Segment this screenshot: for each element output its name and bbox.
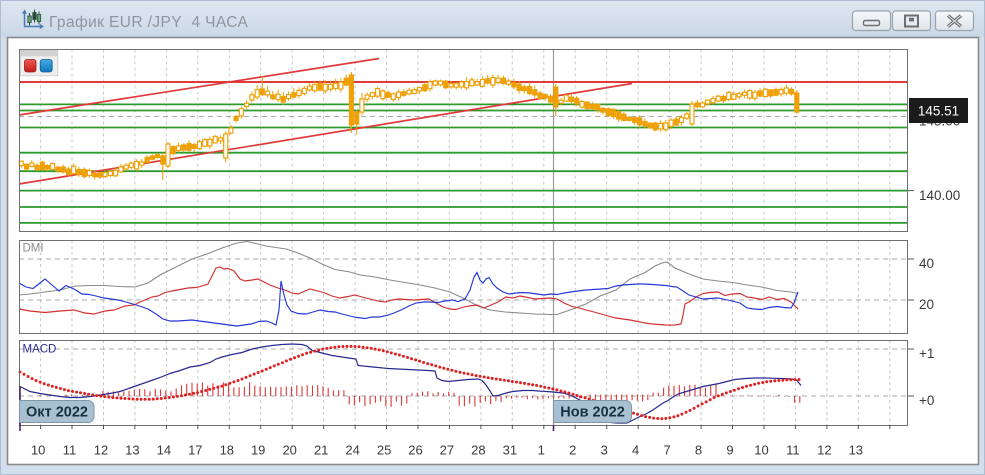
svg-text:20: 20 <box>282 443 296 458</box>
svg-text:MACD: MACD <box>23 344 57 356</box>
svg-text:9: 9 <box>726 443 733 458</box>
svg-text:График EUR /JPY 4 ЧАСА: График EUR /JPY 4 ЧАСА <box>49 14 249 31</box>
svg-text:10: 10 <box>31 443 45 458</box>
svg-text:18: 18 <box>220 443 234 458</box>
svg-text:20: 20 <box>919 297 934 312</box>
svg-text:8: 8 <box>695 443 702 458</box>
svg-text:19: 19 <box>251 443 265 458</box>
svg-text:+0: +0 <box>919 393 934 408</box>
svg-text:145.51: 145.51 <box>918 104 959 119</box>
svg-text:10: 10 <box>754 443 768 458</box>
svg-text:40: 40 <box>919 256 934 271</box>
svg-text:26: 26 <box>408 443 422 458</box>
svg-text:13: 13 <box>125 443 139 458</box>
svg-text:21: 21 <box>314 443 328 458</box>
svg-text:12: 12 <box>817 443 831 458</box>
svg-text:12: 12 <box>94 443 108 458</box>
svg-text:13: 13 <box>849 443 863 458</box>
svg-text:1: 1 <box>538 443 545 458</box>
svg-text:Окт 2022: Окт 2022 <box>26 405 88 421</box>
svg-text:25: 25 <box>377 443 391 458</box>
svg-text:2: 2 <box>569 443 576 458</box>
svg-text:27: 27 <box>440 443 454 458</box>
svg-text:11: 11 <box>63 443 77 458</box>
svg-text:7: 7 <box>663 443 670 458</box>
svg-text:140.00: 140.00 <box>919 188 960 203</box>
svg-text:11: 11 <box>786 443 800 458</box>
svg-text:31: 31 <box>503 443 517 458</box>
svg-text:28: 28 <box>471 443 485 458</box>
svg-text:14: 14 <box>157 443 171 458</box>
svg-text:+1: +1 <box>919 346 934 361</box>
svg-text:17: 17 <box>188 443 202 458</box>
svg-text:Нов 2022: Нов 2022 <box>560 405 625 421</box>
svg-text:24: 24 <box>345 443 359 458</box>
svg-text:3: 3 <box>601 443 608 458</box>
svg-text:DMI: DMI <box>23 243 44 255</box>
svg-text:4: 4 <box>632 443 639 458</box>
